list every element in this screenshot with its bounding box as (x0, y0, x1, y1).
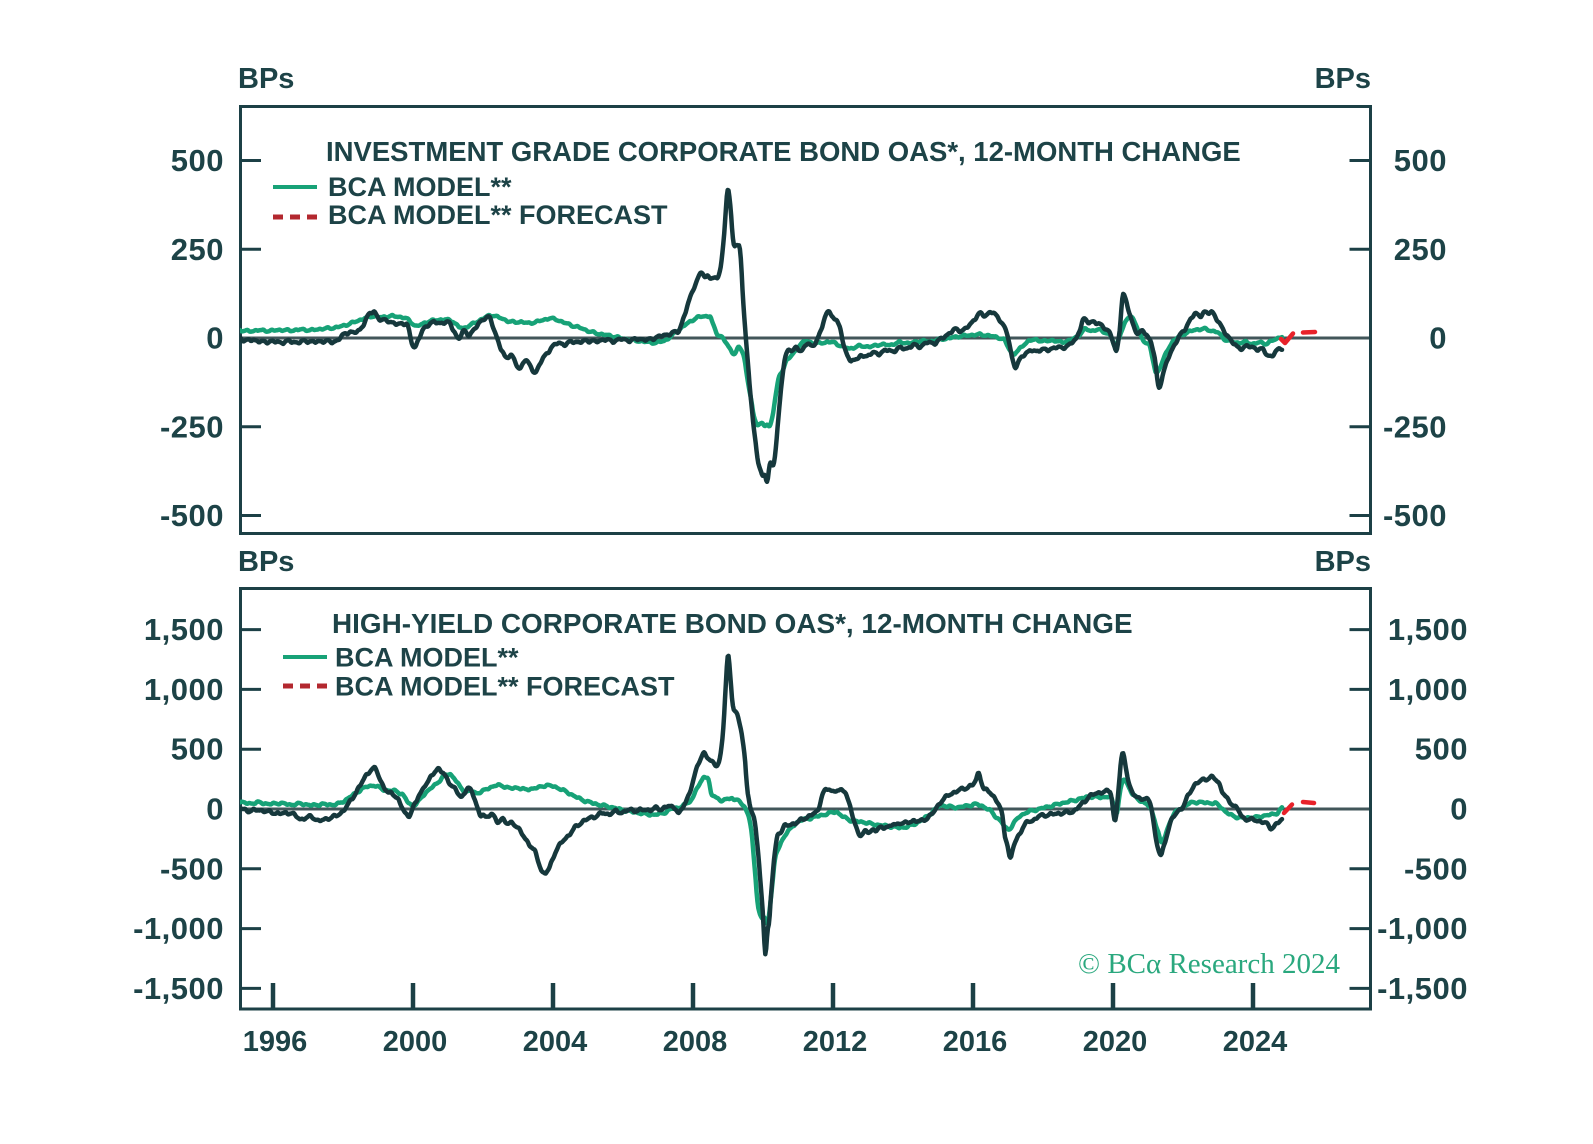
svg-text:2016: 2016 (943, 1026, 1008, 1058)
svg-text:0: 0 (206, 321, 224, 356)
svg-text:0: 0 (1429, 321, 1447, 356)
svg-text:-500: -500 (160, 851, 224, 886)
svg-text:BPs: BPs (1315, 546, 1371, 578)
svg-text:250: 250 (171, 232, 224, 267)
svg-text:BPs: BPs (238, 546, 294, 578)
svg-text:1996: 1996 (243, 1026, 308, 1058)
svg-text:-1,500: -1,500 (1377, 971, 1468, 1006)
svg-text:0: 0 (1450, 792, 1468, 827)
svg-text:BCA MODEL** FORECAST: BCA MODEL** FORECAST (335, 672, 675, 702)
svg-text:INVESTMENT GRADE CORPORATE BON: INVESTMENT GRADE CORPORATE BOND OAS*, 12… (326, 136, 1241, 167)
svg-text:-1,000: -1,000 (133, 911, 224, 946)
svg-text:BCA MODEL**: BCA MODEL** (335, 643, 519, 673)
svg-text:2024: 2024 (1223, 1026, 1288, 1058)
svg-text:© BCα Research 2024: © BCα Research 2024 (1078, 948, 1340, 980)
svg-text:500: 500 (1394, 143, 1447, 178)
svg-text:BCA MODEL** FORECAST: BCA MODEL** FORECAST (328, 200, 668, 230)
svg-text:250: 250 (1394, 232, 1447, 267)
svg-text:BPs: BPs (238, 63, 294, 95)
svg-text:0: 0 (206, 792, 224, 827)
svg-text:1,500: 1,500 (1388, 612, 1468, 647)
svg-text:HIGH-YIELD CORPORATE BOND OAS*: HIGH-YIELD CORPORATE BOND OAS*, 12-MONTH… (332, 608, 1133, 639)
svg-text:BPs: BPs (1315, 63, 1371, 95)
svg-text:-250: -250 (1383, 409, 1447, 444)
svg-text:2000: 2000 (383, 1026, 448, 1058)
svg-text:1,000: 1,000 (144, 672, 224, 707)
svg-text:1,500: 1,500 (144, 612, 224, 647)
svg-text:2020: 2020 (1083, 1026, 1148, 1058)
svg-text:500: 500 (171, 143, 224, 178)
svg-text:2004: 2004 (523, 1026, 588, 1058)
svg-text:-500: -500 (1383, 498, 1447, 533)
svg-text:500: 500 (171, 732, 224, 767)
svg-text:1,000: 1,000 (1388, 672, 1468, 707)
svg-text:-250: -250 (160, 409, 224, 444)
svg-text:BCA MODEL**: BCA MODEL** (328, 172, 512, 202)
svg-text:2008: 2008 (663, 1026, 728, 1058)
svg-text:500: 500 (1415, 732, 1468, 767)
svg-text:-500: -500 (160, 498, 224, 533)
svg-text:-1,500: -1,500 (133, 971, 224, 1006)
svg-text:-500: -500 (1404, 851, 1468, 886)
svg-text:2012: 2012 (803, 1026, 868, 1058)
svg-text:-1,000: -1,000 (1377, 911, 1468, 946)
